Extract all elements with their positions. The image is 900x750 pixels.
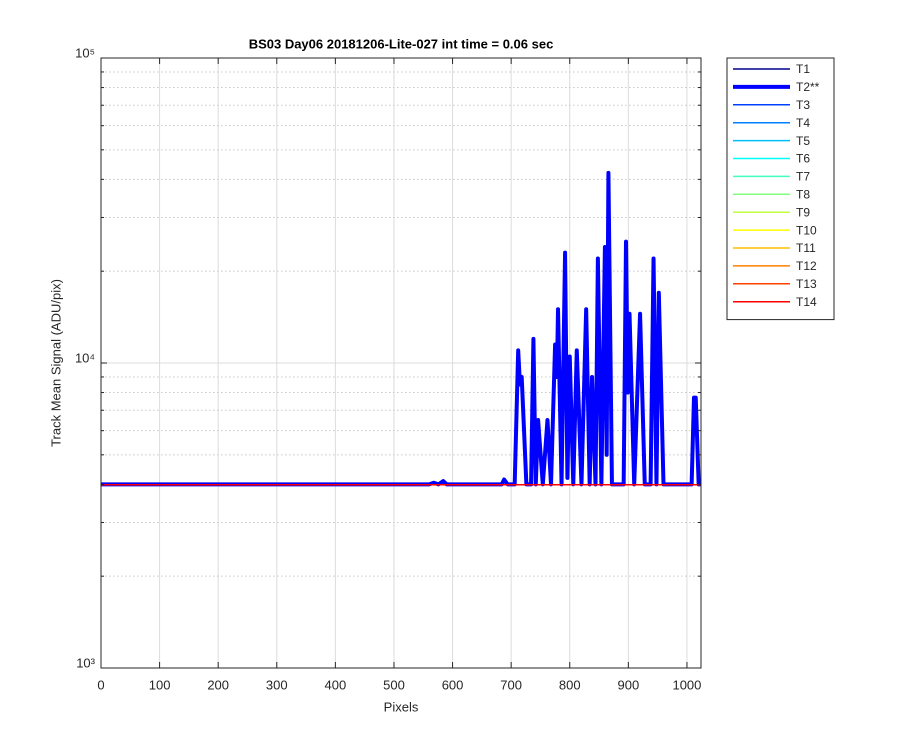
chart-title: BS03 Day06 20181206-Lite-027 int time = … <box>249 36 554 51</box>
x-tick-label: 900 <box>617 677 639 692</box>
legend-label: T12 <box>796 259 817 273</box>
legend-label: T4 <box>796 116 810 130</box>
legend-label: T2** <box>796 80 820 94</box>
legend-label: T9 <box>796 205 810 219</box>
legend-label: T8 <box>796 187 810 201</box>
legend-box <box>726 57 835 321</box>
y-tick-label: 10³ <box>76 655 95 670</box>
x-tick-label: 700 <box>500 677 522 692</box>
legend-label: T10 <box>796 223 817 237</box>
x-tick-label: 600 <box>442 677 464 692</box>
x-tick-label: 400 <box>325 677 347 692</box>
x-tick-label: 0 <box>97 677 104 692</box>
legend-label: T3 <box>796 98 810 112</box>
y-tick-label: 10⁵ <box>75 45 95 60</box>
y-axis-label: Track Mean Signal (ADU/pix) <box>48 279 63 447</box>
x-tick-label: 200 <box>207 677 229 692</box>
x-tick-label: 500 <box>383 677 405 692</box>
x-tick-label: 800 <box>559 677 581 692</box>
x-tick-label: 100 <box>149 677 171 692</box>
x-tick-label: 300 <box>266 677 288 692</box>
legend-label: T13 <box>796 277 817 291</box>
legend-label: T14 <box>796 295 817 309</box>
y-tick-label: 10⁴ <box>75 350 95 365</box>
x-tick-label: 1000 <box>672 677 701 692</box>
legend-label: T6 <box>796 152 810 166</box>
legend-label: T11 <box>796 241 816 255</box>
legend-label: T5 <box>796 134 810 148</box>
x-axis-label: Pixels <box>384 699 419 714</box>
legend-label: T1 <box>796 62 810 76</box>
legend-label: T7 <box>796 170 810 184</box>
